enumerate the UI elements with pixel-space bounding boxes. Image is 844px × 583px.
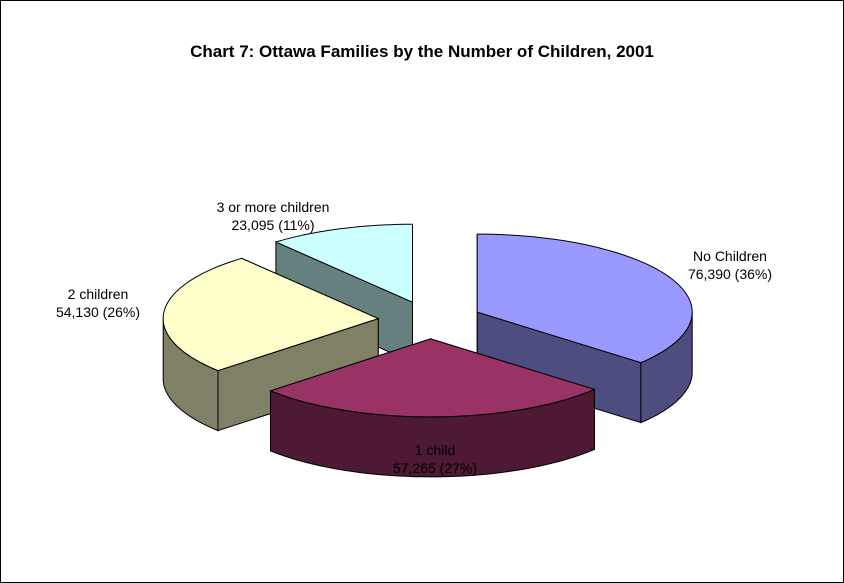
slice-no-children: [476, 233, 693, 364]
slice-value: 76,390 (36%): [687, 266, 773, 282]
slice-name: 3 or more children: [216, 199, 330, 215]
slice-label-3-or-more: 3 or more children 23,095 (11%): [183, 198, 363, 234]
slice-2-children: [162, 257, 380, 372]
slice-value: 23,095 (11%): [231, 217, 315, 233]
slice-value: 54,130 (26%): [55, 304, 141, 320]
slice-1-child: [269, 338, 596, 418]
chart-title: Chart 7: Ottawa Families by the Number o…: [190, 42, 654, 61]
slice-label-2-children: 2 children 54,130 (26%): [18, 285, 178, 321]
slice-name: 1 child: [414, 442, 456, 458]
slice-value: 57,265 (27%): [392, 460, 478, 476]
slice-name: No Children: [693, 248, 767, 264]
slice-3-or-more: [274, 223, 413, 303]
slice-label-no-children: No Children 76,390 (36%): [650, 247, 810, 283]
slice-name: 2 children: [67, 286, 129, 302]
slice-label-1-child: 1 child 57,265 (27%): [355, 441, 515, 477]
